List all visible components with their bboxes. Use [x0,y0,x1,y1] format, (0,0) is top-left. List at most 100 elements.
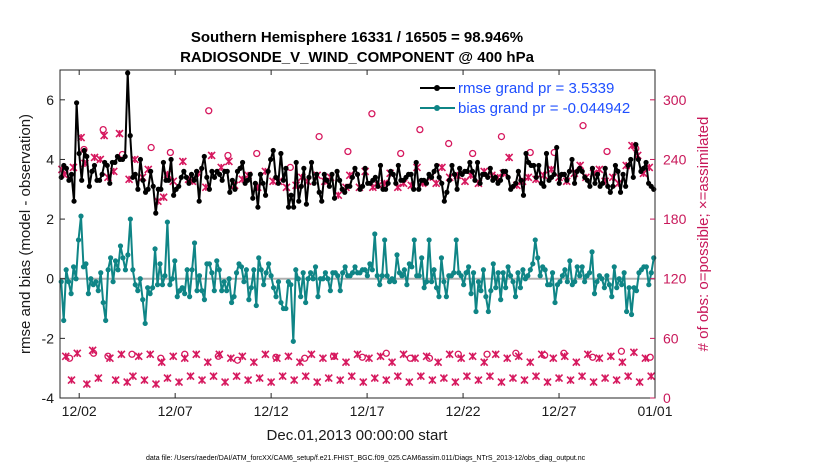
obs-possible-point [483,350,491,358]
obs-assimilated-point [437,163,447,172]
rmse-point [288,192,294,198]
x-tick-label: 12/22 [446,403,481,419]
obs-possible-point [454,350,462,358]
legend-rmse-label: rmse grand pr = 3.5339 [458,80,614,97]
rmse-point [158,186,164,192]
obs-possible-point [358,353,366,361]
bias-point [174,294,180,300]
bias-point [505,264,511,270]
obs-assimilated-point [445,350,454,359]
bias-point [95,288,101,294]
rmse-point [293,159,299,166]
bias-point [515,270,521,276]
obs-assimilated-point [249,358,258,367]
obs-assimilated-point [387,358,397,367]
rmse-point [247,171,253,177]
bias-point [567,258,573,264]
rmse-point [505,174,511,180]
obs-assimilated-point [460,177,470,186]
bias-point [490,261,496,267]
rmse-point [278,150,284,157]
rmse-point [360,183,366,189]
rmse-point [153,210,159,216]
bias-point [589,249,595,255]
bias-point [433,285,440,291]
rmse-point [89,168,95,174]
obs-assimilated-point [128,372,138,381]
y-left-tick-label: 4 [46,151,54,167]
bias-point [436,294,442,300]
rmse-point [239,159,246,166]
bias-point [614,285,620,291]
bias-point [58,279,64,285]
rmse-point [206,186,212,192]
rmse-point [372,174,378,180]
bias-point [75,237,82,243]
obs-assimilated-point [238,352,247,361]
obs-assimilated-point [457,354,466,363]
bias-point [648,270,654,276]
obs-possible-point [445,139,453,148]
obs-assimilated-point [192,350,201,359]
y-right-tick-label: 180 [663,211,687,227]
bias-point [626,285,632,291]
rmse-point [321,171,327,177]
obs-assimilated-point [624,372,633,381]
bias-point [426,237,432,243]
rmse-series [58,70,657,216]
obs-assimilated-point [73,349,82,358]
bias-point [549,270,556,276]
rmse-point [635,156,642,163]
bias-point [520,267,526,273]
rmse-point [99,171,105,177]
rmse-point [561,171,567,177]
bias-point [416,273,422,279]
rmse-point [449,162,455,169]
obs-assimilated-point [416,372,425,381]
rmse-point [237,165,243,171]
obs-assimilated-point [284,352,293,361]
rmse-point [125,70,131,76]
bias-point [233,270,240,276]
rmse-point [280,177,287,183]
obs-possible-point [99,125,107,134]
obs-assimilated-point [537,350,546,359]
rmse-point [196,198,202,204]
rmse-point [395,162,401,169]
rmse-point [375,183,381,189]
y-right-tick-label: 240 [663,151,687,167]
rmse-point [316,189,322,195]
bias-point [63,267,69,273]
obs-assimilated-point [635,378,644,387]
rmse-point [255,204,261,210]
bias-point [221,279,227,285]
obs-assimilated-point [524,173,533,182]
rmse-point [135,186,141,192]
y-left-tick-label: 0 [46,271,54,287]
rmse-point [413,159,419,166]
bias-point [211,288,217,294]
rmse-point [148,168,154,174]
obs-possible-point [233,356,242,364]
y-left-tick-label: -4 [42,390,55,406]
rmse-point [633,141,639,148]
rmse-point [390,171,396,177]
bias-point [130,267,136,273]
rmse-point [314,171,320,177]
rmse-point [571,180,578,186]
y-axis-left-ticks: -4 -2 0 2 4 6 [42,92,65,406]
bias-point [542,267,548,273]
data-file-footnote: data file: /Users/raeder/DAI/ATM_forcXX/… [146,455,586,462]
bias-point [374,273,380,279]
x-tick-label: 12/17 [350,403,385,419]
rmse-point [533,174,539,180]
bias-series [58,213,657,344]
bias-point [572,279,578,285]
rmse-point [464,168,470,174]
obs-assimilated-point [157,358,166,367]
rmse-point [257,171,264,177]
bias-point [241,279,247,285]
rmse-point [132,171,138,177]
rmse-point [275,180,281,186]
rmse-point [63,165,69,171]
